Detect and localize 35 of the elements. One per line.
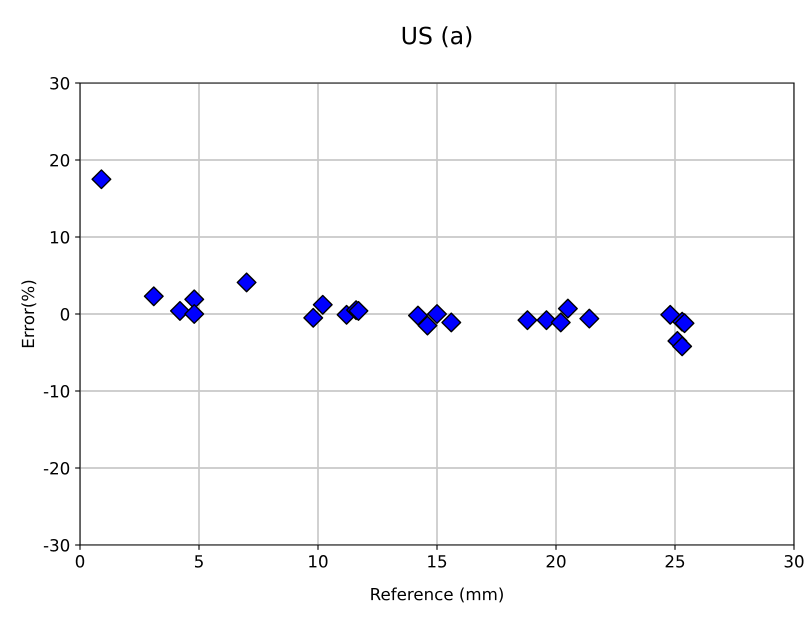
y-tick-label: -20 xyxy=(44,462,70,475)
point xyxy=(672,336,692,356)
x-tick-label: 10 xyxy=(309,555,328,568)
y-tick-label: -10 xyxy=(44,384,70,398)
chart-title: US (a) xyxy=(402,26,472,48)
point xyxy=(408,306,428,326)
y-tick-label: -30 xyxy=(44,538,70,552)
point xyxy=(236,272,257,292)
point xyxy=(660,304,680,325)
x-axis-title: Reference (mm) xyxy=(371,588,503,602)
point xyxy=(426,304,448,324)
x-tick-label: 30 xyxy=(784,555,804,568)
x-tick-label: 15 xyxy=(428,555,446,568)
y-axis-title: Error(%) xyxy=(21,280,36,348)
point xyxy=(303,308,324,328)
point xyxy=(579,308,600,329)
x-tick-label: 20 xyxy=(546,555,566,568)
point xyxy=(536,310,556,330)
x-tick-label: 25 xyxy=(666,555,684,568)
point xyxy=(550,312,571,332)
point xyxy=(558,298,578,319)
point xyxy=(170,300,190,321)
point xyxy=(184,304,204,324)
y-tick-label: 30 xyxy=(50,76,70,90)
point xyxy=(441,312,462,332)
point xyxy=(144,286,164,306)
point xyxy=(91,169,112,190)
point xyxy=(312,294,333,315)
point xyxy=(517,310,538,330)
y-tick-label: 10 xyxy=(50,230,70,244)
point xyxy=(417,316,438,336)
x-tick-label: 5 xyxy=(194,555,203,568)
y-tick-label: 20 xyxy=(50,154,70,167)
y-tick-label: 0 xyxy=(60,308,70,321)
x-tick-label: 0 xyxy=(76,555,84,568)
